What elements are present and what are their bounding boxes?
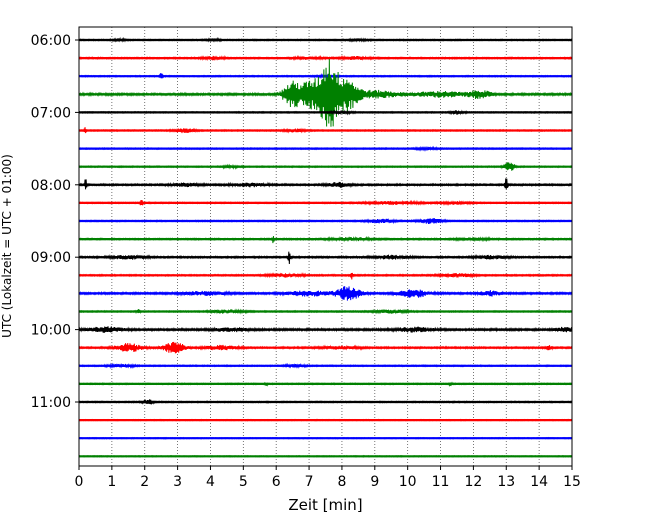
x-tick-label: 5	[239, 474, 248, 490]
x-tick-label: 12	[464, 474, 482, 490]
y-axis-label: UTC (Lokalzeit = UTC + 01:00)	[0, 154, 14, 338]
x-tick-label: 6	[272, 474, 281, 490]
x-tick-label: 13	[497, 474, 515, 490]
x-tick-label: 7	[305, 474, 314, 490]
x-tick-label: 8	[337, 474, 346, 490]
y-tick-label: 10:00	[31, 323, 71, 339]
y-tick-label: 11:00	[31, 395, 71, 411]
x-axis-ticks: 0 1 2 3 4 5 6 7 8 9 10 11 12 13 14 15	[75, 466, 581, 490]
x-tick-label: 0	[75, 474, 84, 490]
x-tick-label: 1	[107, 474, 116, 490]
x-tick-label: 10	[399, 474, 417, 490]
y-tick-label: 08:00	[31, 178, 71, 194]
x-tick-label: 3	[173, 474, 182, 490]
y-tick-label: 09:00	[31, 250, 71, 266]
seismic-trace-line	[79, 58, 572, 127]
grid-lines	[111, 27, 540, 466]
y-axis-ticks: 06:00 07:00 08:00 09:00 10:00 11:00	[31, 33, 79, 411]
y-tick-label: 06:00	[31, 33, 71, 49]
seismic-traces	[79, 36, 572, 458]
x-tick-label: 15	[563, 474, 581, 490]
x-tick-label: 2	[140, 474, 149, 490]
x-tick-label: 11	[432, 474, 450, 490]
x-tick-label: 9	[370, 474, 379, 490]
x-tick-label: 14	[530, 474, 548, 490]
x-tick-label: 4	[206, 474, 215, 490]
y-tick-label: 07:00	[31, 105, 71, 121]
x-axis-label: Zeit [min]	[288, 496, 362, 514]
plot-frame	[78, 26, 573, 467]
